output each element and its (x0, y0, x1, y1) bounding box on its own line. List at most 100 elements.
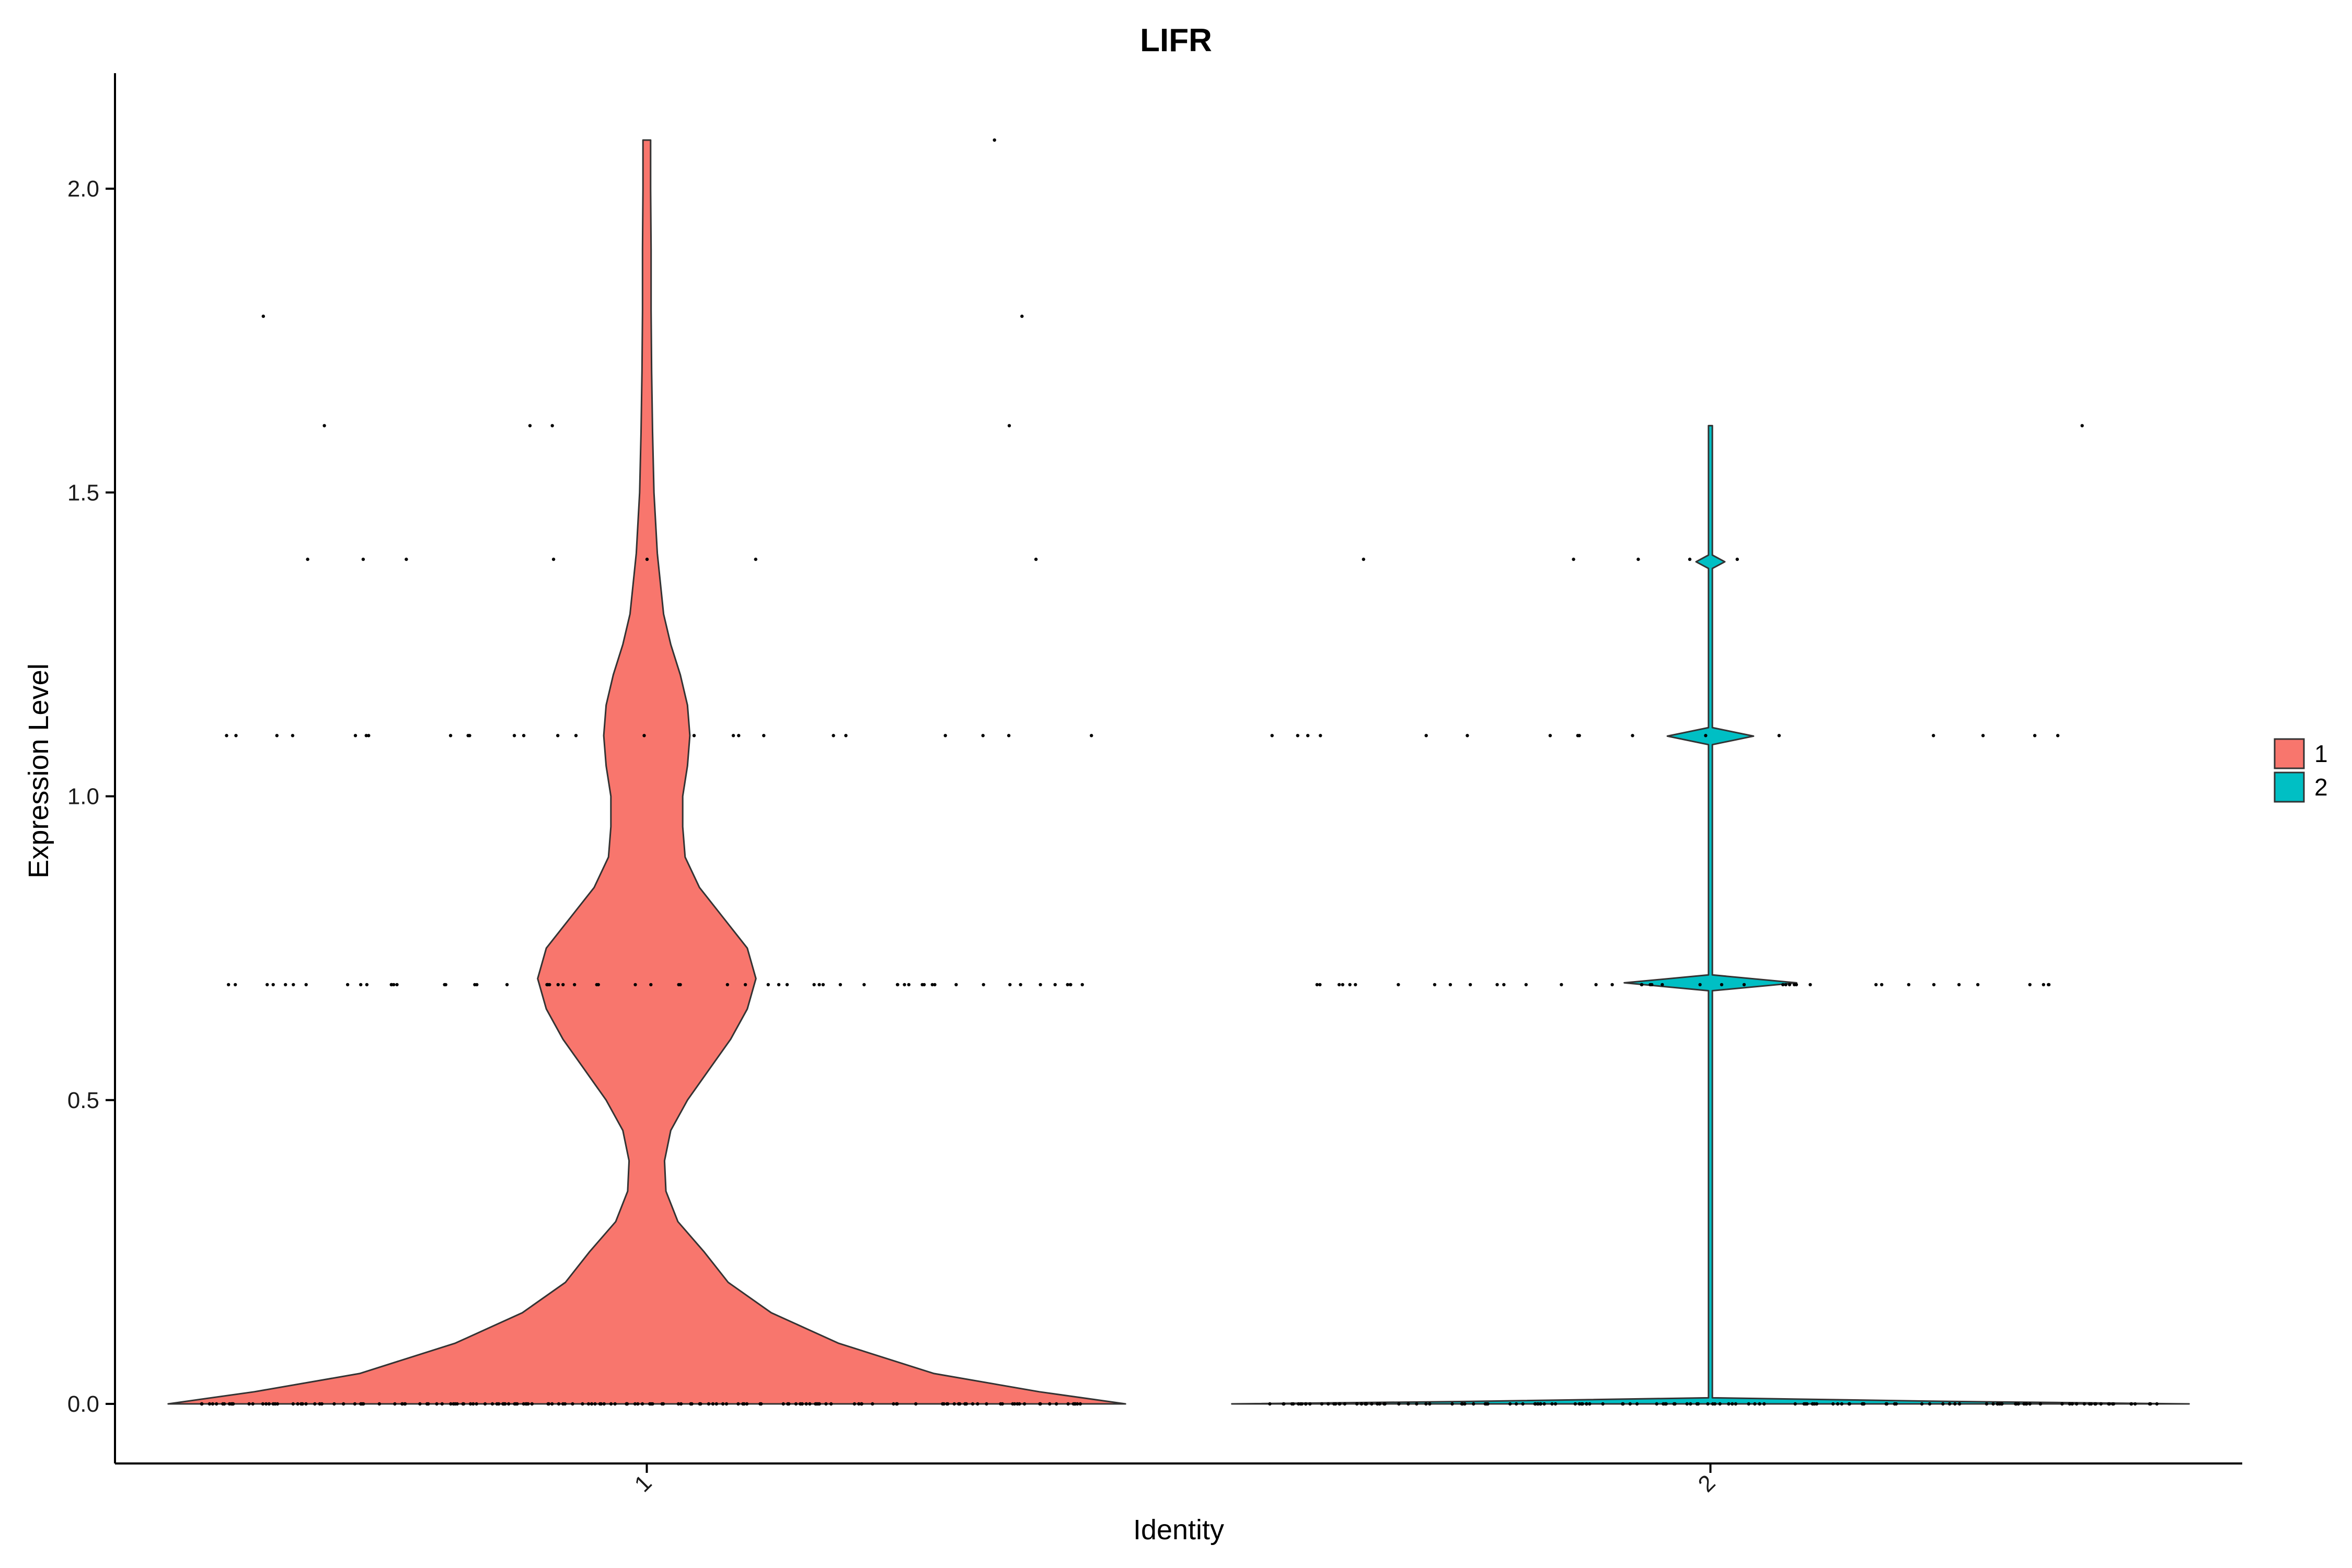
data-point (999, 1402, 1002, 1406)
data-point (1758, 1402, 1761, 1406)
x-tick-label: 2 (1693, 1470, 1721, 1497)
data-point (1514, 1402, 1518, 1406)
data-point (2129, 1402, 2133, 1406)
y-axis-ticks: 0.0 0.5 1.0 1.5 2.0 (67, 176, 115, 1417)
data-point (1847, 1402, 1851, 1406)
data-point (2107, 1402, 2111, 1406)
jitter-points (200, 138, 2159, 1406)
data-point (1334, 1402, 1338, 1406)
data-point (1382, 1402, 1386, 1406)
data-point (2000, 1402, 2003, 1406)
data-point (2080, 424, 2084, 428)
data-point (234, 734, 238, 737)
data-point (581, 1402, 584, 1406)
legend-label: 1 (2314, 740, 2328, 767)
data-point (1648, 983, 1652, 987)
data-point (1524, 983, 1528, 987)
data-point (332, 1402, 336, 1406)
data-point (271, 1402, 275, 1406)
data-point (777, 983, 781, 987)
data-point (571, 1402, 574, 1406)
data-point (821, 983, 825, 987)
data-point (1318, 983, 1322, 987)
data-point (824, 1402, 828, 1406)
y-axis-title: Expression Level (23, 663, 54, 878)
data-point (1338, 983, 1341, 987)
data-point (714, 1402, 719, 1406)
data-point (1299, 1402, 1302, 1406)
data-point (530, 1402, 534, 1406)
data-point (976, 1402, 979, 1406)
data-point (2094, 1402, 2097, 1406)
data-point (1536, 1402, 1540, 1406)
data-point (556, 734, 560, 737)
data-point (1355, 1402, 1359, 1406)
data-point (1034, 557, 1038, 561)
data-point (1039, 1402, 1042, 1406)
data-point (345, 983, 350, 987)
data-point (284, 983, 287, 987)
data-point (296, 1402, 299, 1406)
data-point (2028, 1402, 2032, 1406)
data-point (1304, 1402, 1308, 1406)
data-point (982, 983, 985, 987)
data-point (1327, 1402, 1330, 1406)
data-point (1731, 1402, 1734, 1406)
data-point (418, 1402, 422, 1406)
data-point (342, 1402, 345, 1406)
data-point (1007, 424, 1011, 428)
plot-area (167, 139, 2190, 1405)
data-point (440, 1402, 444, 1406)
legend-swatch (2274, 738, 2305, 769)
data-point (1296, 734, 1299, 737)
data-point (1348, 983, 1352, 987)
data-point (648, 1402, 652, 1406)
data-point (2155, 1402, 2159, 1406)
data-point (1548, 734, 1552, 737)
data-point (1861, 1402, 1865, 1406)
data-point (1090, 734, 1093, 737)
data-point (547, 1402, 551, 1406)
data-point (1539, 1402, 1542, 1406)
data-point (1550, 1402, 1554, 1406)
data-point (1941, 1402, 1945, 1406)
data-point (844, 734, 848, 737)
data-point (1019, 983, 1022, 987)
y-tick-label: 1.5 (67, 480, 99, 505)
data-point (1621, 1402, 1624, 1406)
data-point (859, 1402, 863, 1406)
data-point (1306, 734, 1310, 737)
data-point (1794, 983, 1798, 987)
data-point (1560, 983, 1563, 987)
data-point (271, 983, 275, 987)
data-point (679, 1402, 683, 1406)
data-point (1953, 1402, 1957, 1406)
data-point (946, 1402, 950, 1406)
data-point (1762, 1402, 1766, 1406)
data-point (1932, 734, 1935, 737)
data-point (2088, 1402, 2092, 1406)
data-point (215, 1402, 218, 1406)
data-point (548, 983, 551, 987)
data-point (1957, 1402, 1962, 1406)
data-point (2099, 1402, 2103, 1406)
data-point (1485, 1402, 1489, 1406)
data-point (466, 734, 470, 737)
data-point (808, 1402, 812, 1406)
data-point (550, 1402, 554, 1406)
data-point (1450, 1402, 1454, 1406)
data-point (211, 1402, 215, 1406)
data-point (1282, 1402, 1286, 1406)
data-point (1428, 1402, 1432, 1406)
data-point (1698, 983, 1702, 987)
data-point (958, 1402, 962, 1406)
data-point (1370, 1402, 1374, 1406)
data-point (1343, 1402, 1347, 1406)
data-point (1696, 1402, 1700, 1406)
data-point (507, 1402, 511, 1406)
data-point (1928, 1402, 1932, 1406)
data-point (1315, 983, 1319, 987)
data-point (1957, 983, 1961, 987)
data-point (812, 983, 816, 987)
